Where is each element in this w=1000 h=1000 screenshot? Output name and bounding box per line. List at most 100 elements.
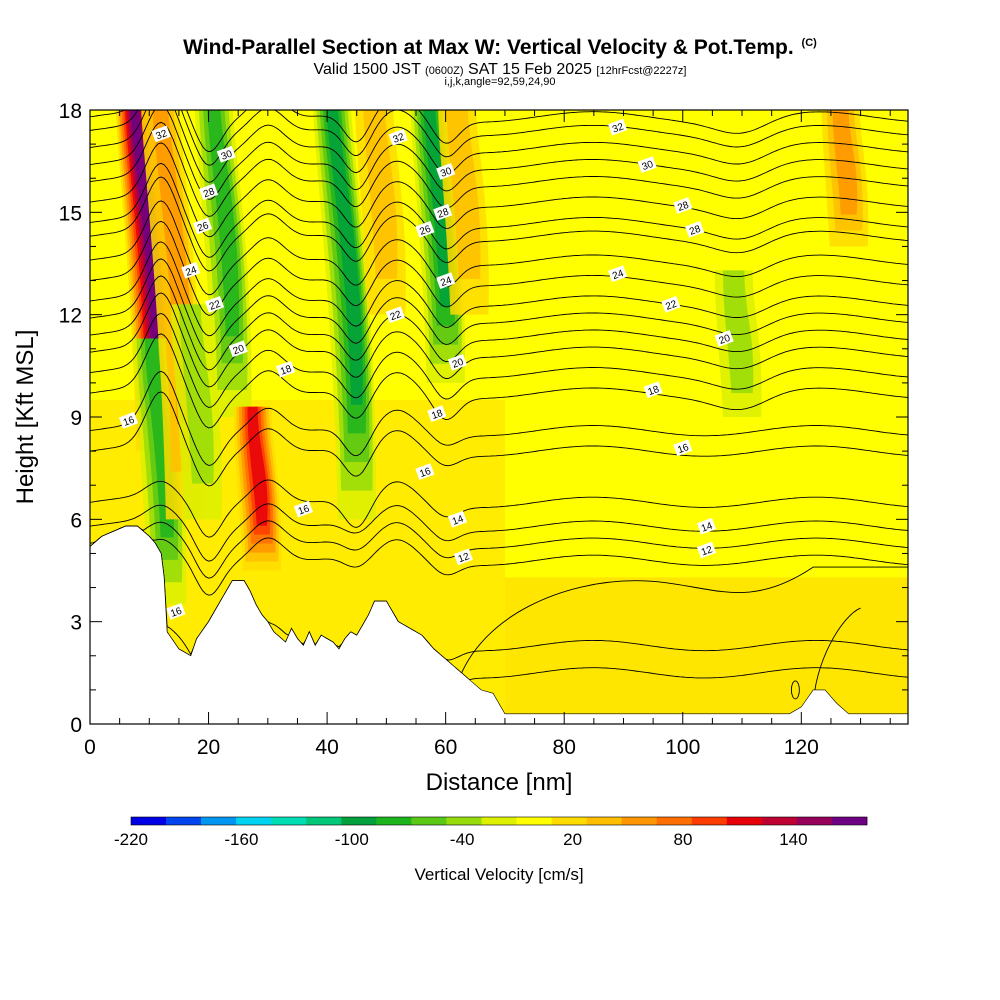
colorbar-tick-label: 20 [563, 830, 582, 849]
theta-label: 20 [228, 340, 248, 357]
y-tick-label: 3 [70, 612, 82, 635]
theta-label-text: 32 [392, 131, 407, 145]
y-tick-label: 12 [59, 305, 82, 328]
theta-label-bg [293, 500, 313, 518]
theta-label: 14 [447, 510, 468, 528]
colorbar: -220 -160 -100 -40 20 80 140 [114, 816, 868, 849]
theta-label-bg [447, 510, 468, 528]
theta-contour-labels: 3230282624222018161616323028262422201816… [118, 118, 734, 620]
theta-label: 16 [118, 412, 139, 429]
theta-label-text: 20 [232, 343, 247, 357]
colorbar-swatch [796, 817, 833, 825]
theta-contour [90, 313, 908, 408]
colorbar-tick-label: 80 [674, 830, 693, 849]
theta-label: 16 [166, 603, 186, 620]
theta-label-bg [643, 381, 663, 399]
valid-time-utc: (0600Z) [425, 65, 464, 77]
colorbar-swatch [166, 817, 202, 825]
theta-label: 16 [415, 463, 435, 480]
theta-contour [90, 525, 908, 596]
theta-contour [90, 200, 908, 296]
theta-label-bg [385, 306, 405, 324]
theta-label-bg [453, 548, 473, 566]
theta-contour [90, 220, 908, 316]
x-tick-label: 120 [784, 736, 819, 759]
velocity-feature [313, 110, 377, 520]
colorbar-tick-label: -220 [114, 830, 148, 849]
theta-contour [90, 258, 908, 354]
velocity-band [326, 110, 363, 405]
theta-contour [90, 275, 908, 371]
theta-label-bg [415, 221, 435, 238]
theta-contour [90, 333, 908, 429]
theta-contour [90, 110, 908, 166]
colorbar-swatch [341, 817, 377, 825]
theta-label: 24 [181, 261, 201, 279]
theta-label-text: 16 [122, 415, 137, 429]
theta-label: 28 [673, 197, 693, 214]
copyright-mark: (C) [801, 37, 817, 49]
colorbar-swatch [621, 817, 658, 825]
theta-label-text: 22 [664, 299, 679, 313]
section-params: i,j,k,angle=92,59,24,90 [0, 76, 1000, 88]
theta-label-bg [427, 405, 447, 422]
theta-contour [790, 680, 800, 700]
theta-label-text: 12 [700, 544, 715, 558]
theta-label: 18 [643, 381, 663, 399]
theta-label-bg [216, 145, 236, 163]
colorbar-swatch [376, 817, 412, 825]
theta-label-text: 18 [430, 408, 445, 422]
theta-label-text: 28 [202, 186, 217, 200]
velocity-band [832, 110, 858, 215]
theta-label: 12 [453, 548, 473, 566]
theta-contour [90, 110, 908, 153]
colorbar-swatch [411, 817, 447, 825]
chart-subtitle: Valid 1500 JST (0600Z) SAT 15 Feb 2025 [… [0, 61, 1000, 79]
theta-contour [457, 566, 908, 684]
theta-label-bg [276, 360, 296, 378]
theta-contour [90, 370, 908, 466]
theta-label-text: 14 [451, 513, 466, 527]
theta-label: 22 [661, 296, 681, 313]
theta-contour [90, 121, 908, 217]
theta-contour [90, 292, 908, 388]
theta-label-text: 22 [389, 309, 404, 323]
x-tick-label: 40 [315, 736, 338, 759]
theta-label-text: 28 [688, 224, 703, 238]
theta-label-bg [151, 125, 171, 143]
x-axis-label: Distance [nm] [426, 769, 573, 796]
theta-label: 18 [427, 405, 447, 422]
theta-label-bg [204, 296, 225, 313]
y-tick-label: 9 [70, 407, 82, 430]
colorbar-tick-label: -160 [224, 830, 258, 849]
theta-label-text: 32 [155, 128, 170, 142]
theta-label: 14 [696, 517, 717, 535]
theta-label-bg [118, 412, 139, 429]
theta-contour [90, 479, 908, 538]
y-tick-label: 15 [59, 202, 82, 225]
colorbar-swatch [586, 817, 622, 825]
colorbar-swatch [761, 817, 798, 825]
theta-label-text: 18 [647, 384, 662, 398]
theta-label-text: 30 [439, 166, 454, 180]
colorbar-swatch [726, 817, 763, 825]
plot-area: 3230282624222018161616323028262422201816… [90, 110, 908, 724]
theta-label: 32 [151, 125, 171, 143]
theta-label-text: 24 [439, 275, 454, 289]
theta-label-bg [608, 118, 628, 136]
chart-title: Wind-Parallel Section at Max W: Vertical… [0, 36, 1000, 60]
theta-label-bg [181, 261, 201, 279]
theta-label: 16 [673, 439, 693, 456]
theta-label: 22 [204, 296, 225, 313]
x-tick-label: 20 [197, 736, 220, 759]
terrain [90, 525, 908, 724]
theta-contour [90, 503, 908, 562]
chart-title-text: Wind-Parallel Section at Max W: Vertical… [183, 36, 794, 59]
theta-label-bg [661, 296, 681, 313]
theta-label: 30 [216, 145, 236, 163]
theta-label-bg [193, 217, 213, 235]
colorbar-swatch [691, 817, 728, 825]
velocity-feature [714, 270, 762, 417]
theta-label: 22 [385, 306, 405, 324]
